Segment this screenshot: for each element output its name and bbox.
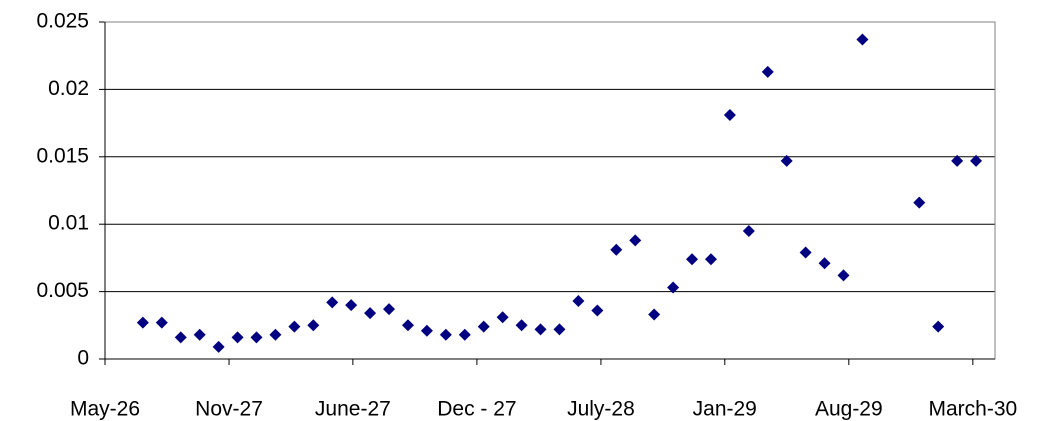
point [477, 320, 490, 333]
point [231, 331, 244, 344]
point [553, 323, 566, 336]
point [174, 331, 187, 344]
x-tick-label: June-27 [315, 398, 391, 421]
point [913, 196, 926, 209]
point [212, 340, 225, 353]
point [250, 331, 263, 344]
point [136, 316, 149, 329]
x-tick-label: Jan-29 [693, 398, 757, 421]
point [780, 154, 793, 167]
point [761, 65, 774, 78]
point [383, 303, 396, 316]
point [629, 234, 642, 247]
point [667, 281, 680, 294]
x-tick-label: July-28 [567, 398, 635, 421]
point [723, 109, 736, 122]
point [610, 243, 623, 256]
point [307, 319, 320, 332]
point [496, 311, 509, 324]
point [742, 224, 755, 237]
y-tick-label: 0.015 [36, 144, 89, 167]
point [686, 253, 699, 266]
x-tick-label: Dec - 27 [437, 398, 516, 421]
x-tick-label: May-26 [70, 398, 140, 421]
point [572, 295, 585, 308]
point [818, 257, 831, 270]
point [193, 328, 206, 341]
point [458, 328, 471, 341]
x-tick-label: Aug-29 [815, 398, 883, 421]
y-tick-label: 0.01 [48, 212, 89, 235]
x-tick-label: Nov-27 [195, 398, 263, 421]
point [345, 299, 358, 312]
point [970, 154, 983, 167]
point [515, 319, 528, 332]
plot-border [104, 21, 996, 360]
x-tick-label: March-30 [928, 398, 1017, 421]
point [439, 328, 452, 341]
point [704, 253, 717, 266]
y-tick-label: 0.005 [36, 279, 89, 302]
point [326, 296, 339, 309]
point [856, 33, 869, 46]
point [837, 269, 850, 282]
point [364, 307, 377, 320]
point [269, 328, 282, 341]
point [420, 324, 433, 337]
point [591, 304, 604, 317]
point [288, 320, 301, 333]
point [155, 316, 168, 329]
point [799, 246, 812, 259]
y-tick-label: 0.025 [36, 10, 89, 33]
y-tick-label: 0 [77, 347, 89, 370]
y-tick-label: 0.02 [48, 77, 89, 100]
point [534, 323, 547, 336]
point [401, 319, 414, 332]
point [951, 154, 964, 167]
point [648, 308, 661, 321]
point [932, 320, 945, 333]
